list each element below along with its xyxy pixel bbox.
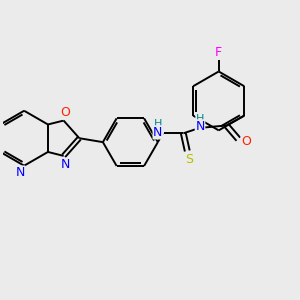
Text: N: N (153, 126, 163, 139)
Text: N: N (16, 166, 25, 179)
Text: N: N (195, 120, 205, 133)
Text: H: H (154, 119, 162, 130)
Text: O: O (241, 135, 251, 148)
Text: F: F (215, 46, 222, 59)
Text: O: O (61, 106, 70, 119)
Text: S: S (185, 153, 193, 166)
Text: N: N (61, 158, 70, 171)
Text: H: H (196, 114, 204, 124)
